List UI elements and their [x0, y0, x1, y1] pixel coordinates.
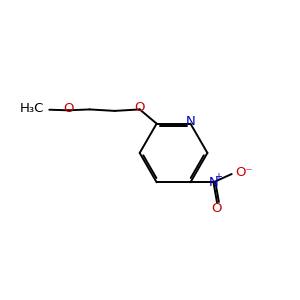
Text: N: N — [186, 115, 195, 128]
Text: O⁻: O⁻ — [235, 166, 253, 179]
Text: H₃C: H₃C — [20, 102, 44, 115]
Text: O: O — [212, 202, 222, 215]
Text: N: N — [208, 176, 218, 189]
Text: O: O — [134, 101, 144, 114]
Text: O: O — [63, 102, 74, 115]
Text: +: + — [214, 172, 223, 182]
